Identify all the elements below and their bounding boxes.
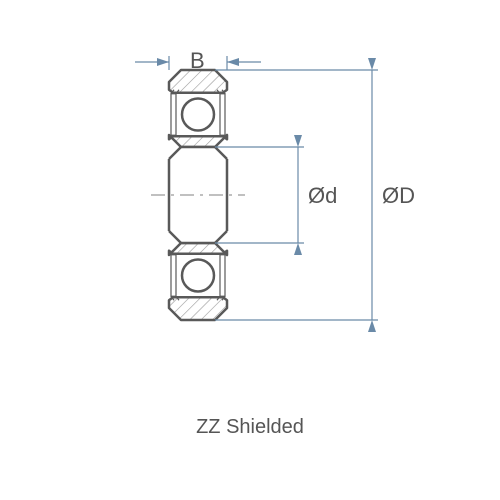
dimension-label-inner-diameter: Ød: [308, 183, 337, 209]
diagram-caption: ZZ Shielded: [0, 416, 500, 439]
dimension-label-outer-diameter: ØD: [382, 183, 415, 209]
dimension-label-width: B: [190, 48, 205, 74]
